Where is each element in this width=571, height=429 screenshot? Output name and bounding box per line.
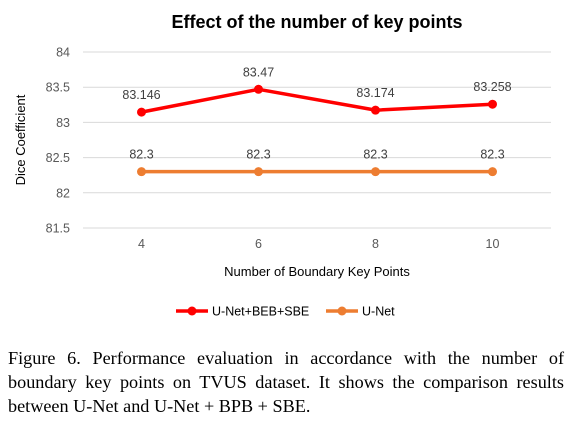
y-tick-label: 84: [56, 46, 70, 60]
data-label: 82.3: [363, 148, 387, 162]
y-axis-label: Dice Coefficient: [13, 94, 28, 185]
data-label: 82.3: [246, 148, 270, 162]
data-label: 82.3: [480, 148, 504, 162]
y-tick-label: 83: [56, 116, 70, 130]
data-label: 83.174: [356, 86, 394, 100]
data-label: 83.258: [473, 80, 511, 94]
chart-title: Effect of the number of key points: [171, 12, 462, 32]
chart: Effect of the number of key points 81.5 82…: [13, 12, 551, 319]
legend-label: U-Net+BEB+SBE: [212, 305, 309, 319]
y-tick-label: 83.5: [46, 81, 70, 95]
data-label: 82.3: [129, 148, 153, 162]
legend-label: U-Net: [362, 305, 395, 319]
figure-caption: Figure 6. Performance evaluation in acco…: [8, 348, 564, 416]
y-tick-label: 82.5: [46, 151, 70, 165]
x-tick-label: 10: [486, 237, 500, 251]
data-point: [488, 99, 497, 109]
data-point: [254, 167, 263, 177]
data-point: [371, 167, 380, 177]
y-tick-label: 81.5: [46, 222, 70, 236]
series-line-1: [141, 87, 493, 114]
legend-marker: [187, 306, 197, 316]
data-point: [488, 167, 497, 177]
x-axis-label: Number of Boundary Key Points: [224, 264, 410, 279]
y-tick-label: 82: [56, 186, 70, 200]
data-point: [254, 84, 263, 94]
x-tick-label: 6: [255, 237, 262, 251]
data-point: [137, 167, 146, 177]
data-label: 83.47: [243, 65, 274, 79]
x-tick-label: 4: [138, 237, 145, 251]
data-label: 83.146: [122, 88, 160, 102]
line-chart: Effect of the number of key points 81.5 82…: [13, 12, 551, 319]
legend-marker: [337, 306, 347, 316]
data-point: [371, 105, 380, 115]
x-tick-label: 8: [372, 237, 379, 251]
data-point: [137, 107, 146, 117]
